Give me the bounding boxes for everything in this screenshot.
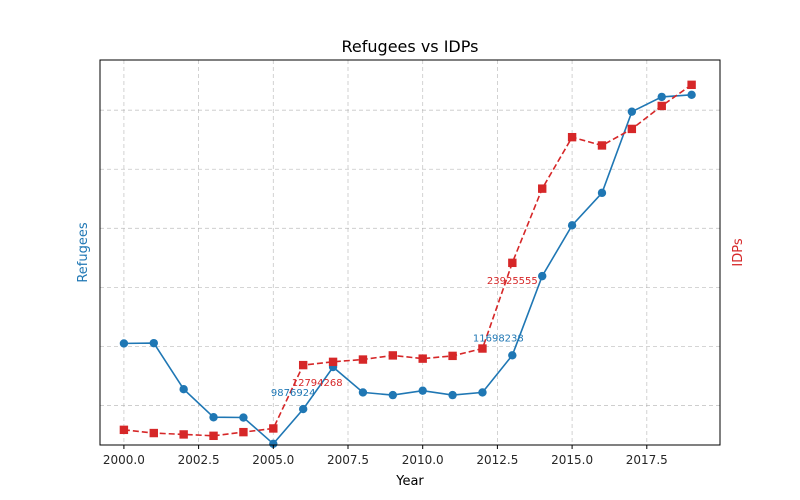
data-point: [627, 107, 637, 116]
data-label: 12794268: [292, 378, 343, 389]
x-tick-label: 2007.5: [327, 453, 369, 467]
x-tick-label: 2015.0: [551, 453, 593, 467]
data-label: 11698238: [473, 333, 524, 344]
data-point: [418, 386, 427, 395]
data-point: [687, 80, 696, 90]
series-line-refugees: [123, 94, 692, 445]
data-point: [687, 90, 696, 100]
data-point: [538, 271, 547, 281]
x-axis-title: Year: [395, 474, 424, 489]
chart-title: Refugees vs IDPs: [342, 37, 479, 56]
data-point: [478, 344, 487, 353]
plot-frame: [99, 59, 721, 446]
data-point: [388, 351, 398, 360]
x-tick-label: 2017.5: [626, 453, 668, 467]
data-point: [179, 384, 188, 394]
x-axis-ticks: 2000.0 2002.5 2005.0 2007.5 2010.0 2012.5 2015…: [103, 445, 668, 467]
x-tick-label: 2010.0: [402, 453, 444, 467]
data-point: [508, 258, 517, 268]
data-label: 9876924: [271, 388, 316, 399]
data-point: [358, 355, 368, 364]
data-point: [239, 413, 248, 422]
data-point: [657, 92, 666, 102]
x-tick-label: 2000.0: [103, 453, 145, 467]
y-axis-right-title: IDPs: [731, 238, 746, 266]
grid: [100, 60, 720, 445]
data-point: [508, 351, 517, 360]
data-point: [538, 184, 547, 193]
x-tick-label: 2005.0: [252, 453, 294, 467]
data-point: [627, 124, 637, 134]
data-label: 23925555: [487, 276, 538, 287]
data-point: [298, 360, 308, 370]
data-point: [149, 338, 158, 348]
data-point: [358, 388, 368, 397]
data-point: [657, 101, 666, 111]
data-point: [597, 188, 607, 198]
data-point: [119, 339, 129, 348]
series-refugees: [119, 90, 696, 449]
data-point: [269, 439, 278, 449]
data-point: [328, 357, 338, 367]
data-point: [298, 404, 308, 414]
data-point: [179, 430, 188, 439]
x-tick-label: 2002.5: [178, 453, 220, 467]
data-point: [567, 221, 577, 230]
data-point: [239, 427, 248, 437]
data-point: [597, 141, 607, 150]
data-point: [209, 431, 218, 441]
data-point: [149, 428, 158, 438]
data-point: [448, 390, 457, 400]
data-point: [388, 390, 398, 400]
data-point: [209, 413, 218, 422]
series-idps: [119, 80, 696, 441]
series-line-idps: [123, 84, 693, 437]
data-point: [567, 132, 577, 142]
data-point: [119, 425, 129, 435]
data-point: [418, 354, 427, 363]
series-layer: [119, 80, 696, 449]
data-point: [478, 388, 487, 397]
data-point: [269, 424, 278, 433]
data-point: [448, 351, 457, 361]
y-axis-left-title: Refugees: [76, 222, 91, 283]
x-tick-label: 2012.5: [476, 453, 518, 467]
